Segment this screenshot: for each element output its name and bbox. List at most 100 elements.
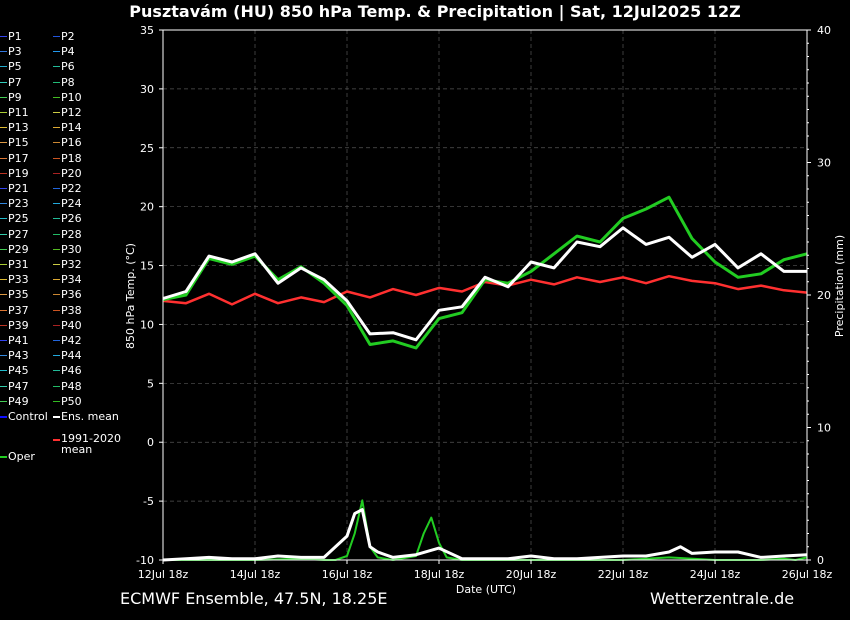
legend-label: P40	[61, 318, 82, 332]
legend-label: P46	[61, 364, 82, 378]
legend-label: P1	[8, 30, 22, 43]
legend-swatch	[0, 416, 7, 418]
legend-label: P35	[8, 288, 29, 302]
legend-swatch	[0, 456, 7, 459]
legend-label: P6	[61, 60, 75, 74]
y-tick-label: 15	[140, 260, 154, 273]
legend-swatch	[53, 96, 60, 98]
legend-label: Ens. mean	[61, 410, 119, 423]
legend-label: P22	[61, 182, 82, 195]
legend-label: P49	[8, 394, 29, 408]
legend-label: P18	[61, 151, 82, 165]
legend-swatch	[53, 66, 60, 68]
y-tick-label: 30	[140, 83, 154, 96]
legend-swatch	[0, 233, 7, 235]
legend-swatch	[53, 294, 60, 296]
legend-swatch	[0, 385, 7, 387]
legend-label: P7	[8, 75, 22, 89]
legend-label: P24	[61, 197, 82, 211]
legend-label: P14	[61, 121, 82, 135]
legend-label: P9	[8, 90, 22, 104]
legend-swatch	[53, 324, 60, 326]
footer-right: Wetterzentrale.de	[650, 589, 795, 608]
y-tick-label: -5	[143, 495, 154, 508]
legend-label: P5	[8, 60, 22, 74]
legend-swatch	[53, 81, 60, 83]
legend-label: P15	[8, 136, 29, 150]
x-tick-label: 26Jul 18z	[782, 568, 833, 581]
y2-tick-label: 0	[817, 554, 824, 567]
legend-label: P20	[61, 166, 82, 180]
legend-label: P10	[61, 90, 82, 104]
y2-tick-label: 10	[817, 422, 831, 435]
legend-label: P39	[8, 318, 29, 332]
footer-left: ECMWF Ensemble, 47.5N, 18.25E	[120, 589, 388, 608]
legend-label: P38	[61, 303, 82, 317]
legend-label: Oper	[8, 450, 35, 464]
series-ens-mean	[162, 226, 807, 342]
x-tick-label: 12Jul 18z	[138, 568, 189, 581]
legend-label: P27	[8, 227, 29, 241]
y-tick-label: 35	[140, 24, 154, 37]
legend-swatch	[53, 370, 60, 372]
legend-swatch	[0, 324, 7, 326]
legend-label: P21	[8, 182, 29, 195]
legend-swatch	[0, 188, 7, 189]
legend-swatch	[0, 309, 7, 311]
legend-label: P26	[61, 212, 82, 226]
legend-swatch	[53, 157, 60, 159]
legend-swatch	[0, 218, 7, 220]
legend-swatch	[0, 157, 7, 159]
highlight-series	[162, 195, 808, 562]
legend-label: P28	[61, 227, 82, 241]
legend-label: P25	[8, 212, 29, 226]
y-tick-label: 25	[140, 142, 154, 155]
legend-swatch	[0, 172, 7, 174]
legend-label: P33	[8, 273, 29, 287]
legend-label: P4	[61, 45, 75, 59]
x-tick-label: 24Jul 18z	[690, 568, 741, 581]
legend-swatch	[0, 294, 7, 296]
legend-swatch	[0, 81, 7, 83]
legend-label: P47	[8, 379, 29, 393]
x-tick-label: 22Jul 18z	[598, 568, 649, 581]
y-tick-label: 5	[147, 377, 154, 390]
series-ens-mean-precipitation	[162, 508, 808, 562]
y-tick-label: 0	[147, 436, 154, 449]
legend-swatch	[53, 172, 60, 174]
axes: -10 -5 0 5 10 15 20 25 30 35 0 10 20 30 40 12Jul 18z 14J…	[136, 24, 832, 581]
legend-label: P8	[61, 75, 75, 89]
legend-label: P36	[61, 288, 82, 302]
legend-swatch	[53, 233, 60, 235]
legend-swatch	[0, 51, 7, 53]
legend-label: 1991-2020 mean	[61, 432, 121, 457]
legend-swatch	[0, 66, 7, 68]
chart-title: Pusztavám (HU) 850 hPa Temp. & Precipita…	[129, 2, 740, 22]
legend-swatch	[53, 51, 60, 53]
legend-swatch	[53, 416, 60, 418]
y2-tick-label: 20	[817, 289, 831, 302]
x-tick-label: 14Jul 18z	[230, 568, 281, 581]
legend-swatch	[0, 96, 7, 98]
series-oper	[162, 195, 808, 350]
legend-label: P42	[61, 334, 82, 347]
legend-label: P44	[61, 349, 82, 363]
legend-swatch	[53, 385, 60, 387]
legend-label: P16	[61, 136, 82, 150]
x-axis-label: Date (UTC)	[456, 583, 516, 596]
legend-swatch	[0, 142, 7, 144]
legend-label: P34	[61, 273, 82, 287]
y-tick-label: -10	[136, 554, 154, 567]
legend-swatch	[0, 279, 7, 281]
legend-swatch	[0, 400, 7, 402]
legend-swatch	[53, 248, 60, 250]
legend-label: P12	[61, 106, 82, 119]
legend-swatch	[0, 340, 7, 341]
legend-swatch	[53, 439, 60, 442]
legend-label: P3	[8, 45, 22, 59]
legend-swatch	[53, 36, 60, 37]
legend-label: P23	[8, 197, 29, 211]
legend-label: P2	[61, 30, 75, 43]
legend-label: P41	[8, 334, 29, 347]
